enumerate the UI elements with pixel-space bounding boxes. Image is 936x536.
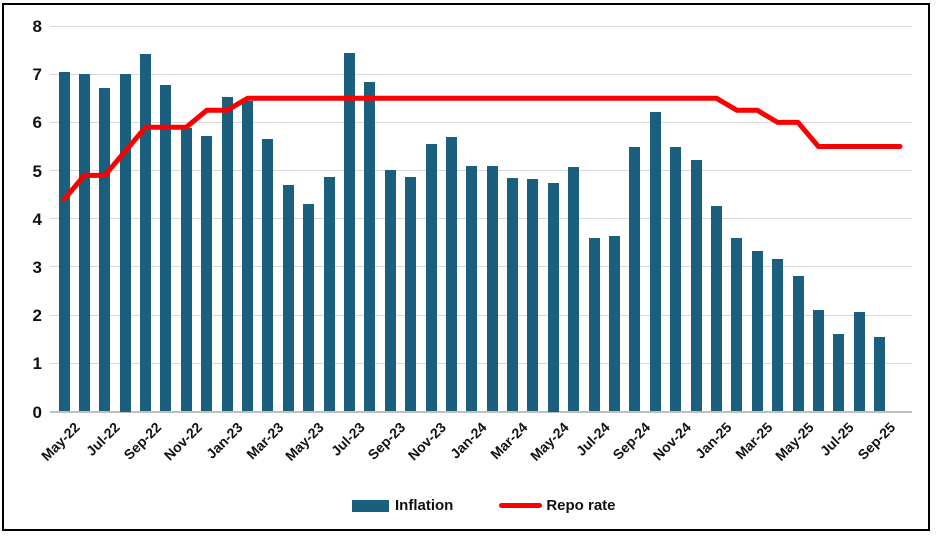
- inflation-bar-Feb-23: [242, 101, 253, 412]
- inflation-bar-Jun-25: [812, 310, 824, 412]
- inflation-bar-Jan-23: [221, 97, 233, 412]
- inflation-bar-Aug-22: [119, 74, 131, 412]
- inflation-bar-Dec-23: [445, 137, 457, 412]
- gridline-3: [50, 266, 912, 268]
- inflation-bar-Nov-23: [425, 144, 437, 412]
- inflation-bar-Oct-22: [160, 85, 172, 412]
- inflation-bar-Aug-24: [609, 235, 621, 412]
- legend: Inflation Repo rate: [352, 497, 616, 514]
- inflation-bar-May-23: [303, 203, 315, 412]
- inflation-bar-Jul-24: [588, 238, 600, 412]
- inflation-bar-Sep-23: [384, 169, 396, 412]
- y-axis-label-2: 2: [32, 306, 42, 326]
- inflation-bar-Jul-25: [833, 333, 845, 412]
- inflation-bar-Mar-25: [751, 250, 763, 412]
- inflation-bar-Nov-22: [180, 128, 192, 412]
- gridline-0: [50, 410, 912, 413]
- inflation-bar-Nov-24: [670, 147, 682, 412]
- inflation-legend-swatch: [352, 499, 389, 512]
- inflation-bar-Sep-25: [874, 337, 886, 412]
- y-axis-label-8: 8: [32, 17, 42, 36]
- gridline-4: [50, 218, 912, 220]
- inflation-bar-Feb-25: [731, 237, 743, 412]
- y-axis-label-1: 1: [32, 354, 42, 374]
- gridline-7: [50, 73, 912, 75]
- inflation-legend-label: Inflation: [395, 497, 454, 514]
- inflation-bar-Feb-24: [486, 166, 498, 412]
- inflation-bar-Jun-22: [78, 73, 90, 412]
- inflation-bar-Aug-25: [853, 311, 865, 412]
- y-axis-label-7: 7: [32, 65, 42, 85]
- inflation-bar-Jul-23: [343, 52, 355, 412]
- gridline-2: [50, 314, 912, 316]
- gridline-5: [50, 170, 912, 172]
- inflation-bar-Oct-24: [649, 112, 661, 412]
- inflation-bar-Jan-25: [710, 206, 722, 412]
- inflation-bar-May-25: [792, 275, 804, 412]
- inflation-bar-Jan-24: [466, 165, 478, 412]
- y-axis-label-5: 5: [32, 161, 42, 181]
- inflation-bar-May-22: [58, 72, 70, 412]
- inflation-bar-Aug-23: [364, 82, 376, 412]
- gridline-1: [50, 362, 912, 364]
- inflation-bar-Mar-24: [507, 177, 519, 412]
- inflation-bar-May-24: [547, 182, 559, 412]
- repo-rate-line: [61, 95, 903, 202]
- inflation-bar-Jun-23: [323, 176, 335, 412]
- gridline-8: [50, 25, 912, 27]
- y-axis-label-3: 3: [32, 257, 42, 277]
- y-axis-label-6: 6: [32, 113, 42, 133]
- inflation-bar-Sep-24: [629, 146, 641, 412]
- y-axis-label-0: 0: [32, 402, 42, 422]
- inflation-bar-Apr-23: [282, 185, 294, 412]
- y-axis-label-4: 4: [32, 209, 42, 229]
- repo-rate-line-layer: [61, 95, 903, 202]
- inflation-bar-Oct-23: [405, 176, 417, 412]
- inflation-bar-Jul-22: [99, 88, 111, 412]
- inflation-bar-Mar-23: [262, 138, 274, 412]
- inflation-bar-Sep-22: [140, 54, 152, 412]
- inflation-bar-Apr-25: [772, 259, 784, 412]
- inflation-bar-Dec-24: [690, 159, 702, 412]
- repo-rate-legend-label: Repo rate: [546, 497, 616, 514]
- inflation-bar-Jun-24: [568, 166, 580, 412]
- gridline-6: [50, 121, 912, 123]
- inflation-bar-Apr-24: [527, 178, 539, 412]
- inflation-bar-Dec-22: [201, 135, 213, 412]
- repo-rate-legend-line-icon: [499, 503, 543, 508]
